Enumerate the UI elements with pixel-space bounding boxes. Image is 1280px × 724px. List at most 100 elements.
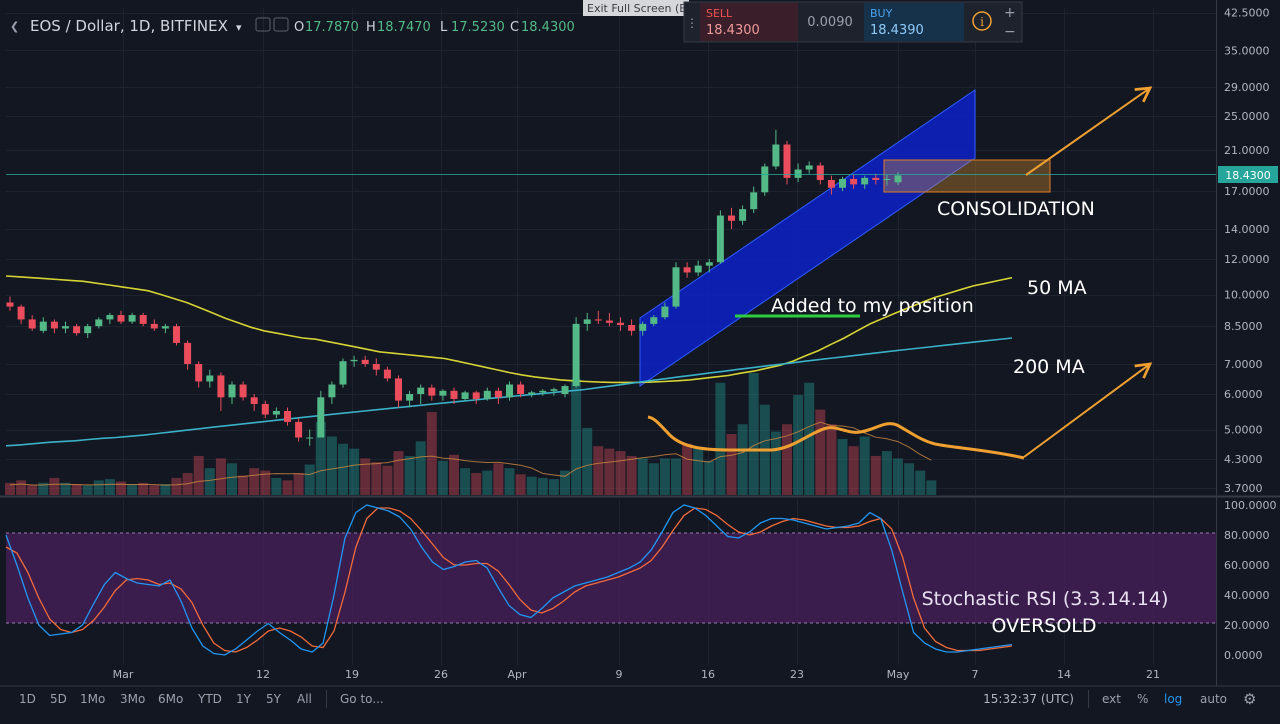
candle[interactable] (450, 387, 458, 405)
candle[interactable] (239, 381, 247, 401)
candle[interactable] (605, 312, 613, 327)
candle[interactable] (128, 312, 136, 324)
candle[interactable] (816, 162, 824, 185)
candle[interactable] (639, 321, 647, 336)
candle[interactable] (106, 312, 114, 324)
candle[interactable] (694, 260, 702, 276)
range-button-5d[interactable]: 5D (50, 692, 67, 706)
candle[interactable] (161, 323, 169, 334)
candle[interactable] (339, 358, 347, 388)
goto-button[interactable]: Go to... (340, 692, 384, 706)
candle[interactable] (794, 163, 802, 183)
candle[interactable] (328, 381, 336, 405)
consolidation-box[interactable] (883, 159, 1051, 193)
candle[interactable] (50, 319, 58, 334)
candle[interactable] (417, 384, 425, 405)
candle[interactable] (95, 317, 103, 329)
candle[interactable] (539, 389, 547, 396)
candle[interactable] (39, 317, 47, 334)
stoch-k-line[interactable] (5, 504, 1013, 656)
buy-button[interactable] (864, 3, 964, 41)
range-button-5y[interactable]: 5Y (266, 692, 282, 706)
range-button-1mo[interactable]: 1Mo (80, 692, 105, 706)
candle[interactable] (395, 375, 402, 408)
minus-button[interactable]: − (1004, 24, 1016, 40)
candle[interactable] (772, 129, 780, 170)
candle[interactable] (28, 315, 36, 331)
candle[interactable] (6, 296, 14, 311)
candle[interactable] (761, 163, 769, 196)
sell-button[interactable] (700, 3, 798, 41)
candle[interactable] (572, 317, 580, 388)
symbol-title[interactable]: EOS / Dollar, 1D, BITFINEX (30, 17, 228, 35)
range-button-1d[interactable]: 1D (19, 692, 36, 706)
candle[interactable] (84, 323, 92, 338)
candle[interactable] (428, 384, 436, 401)
candle[interactable] (139, 312, 147, 327)
exit-fullscreen-tooltip[interactable] (583, 0, 689, 16)
ma50-line[interactable] (5, 275, 1013, 384)
candle[interactable] (783, 140, 791, 185)
candle[interactable] (317, 390, 325, 438)
candle[interactable] (683, 262, 691, 278)
consolidation-arrow[interactable] (1025, 86, 1153, 176)
ascending-channel[interactable] (639, 89, 976, 387)
candle[interactable] (383, 366, 391, 382)
time-axis[interactable]: Mar 12 19 26 Apr 9 16 23 May 7 14 21 (113, 668, 1160, 681)
candle[interactable] (295, 418, 303, 442)
candle[interactable] (661, 302, 669, 320)
candle[interactable] (739, 205, 747, 225)
candle[interactable] (528, 390, 536, 398)
candle[interactable] (728, 207, 735, 229)
stoch-arrow[interactable] (1023, 362, 1153, 458)
candle[interactable] (184, 340, 192, 370)
ext-button[interactable]: ext (1102, 692, 1121, 706)
candle[interactable] (206, 369, 214, 388)
range-button-3mo[interactable]: 3Mo (120, 692, 145, 706)
candle[interactable] (583, 312, 591, 331)
stoch-axis[interactable]: 100.0000 80.0000 60.0000 40.0000 20.0000 0.00… (1224, 499, 1277, 662)
candle[interactable] (861, 175, 869, 189)
percent-button[interactable]: % (1137, 692, 1148, 706)
candle[interactable] (506, 381, 513, 401)
candle[interactable] (62, 321, 69, 334)
candle[interactable] (195, 361, 203, 388)
candle[interactable] (150, 319, 158, 331)
candle[interactable] (650, 315, 658, 327)
log-button[interactable]: log (1164, 692, 1182, 706)
symbol-dropdown-icon[interactable]: ▾ (236, 21, 242, 34)
candle[interactable] (672, 262, 680, 309)
plus-button[interactable]: + (1004, 5, 1016, 21)
candle[interactable] (839, 176, 846, 192)
candle[interactable] (361, 355, 369, 367)
candle[interactable] (483, 387, 491, 401)
candle[interactable] (217, 372, 225, 411)
candle[interactable] (228, 381, 236, 405)
range-button-ytd[interactable]: YTD (197, 692, 222, 706)
candle[interactable] (517, 381, 525, 398)
candle[interactable] (73, 323, 81, 336)
candle[interactable] (17, 304, 25, 324)
candle[interactable] (406, 390, 414, 408)
auto-button[interactable]: auto (1200, 692, 1227, 706)
hide-icon[interactable] (273, 17, 289, 32)
range-button-6mo[interactable]: 6Mo (158, 692, 183, 706)
range-button-all[interactable]: All (297, 692, 312, 706)
candle[interactable] (350, 355, 358, 367)
candle[interactable] (272, 407, 280, 419)
gear-icon[interactable]: ⚙ (1243, 690, 1256, 708)
candle[interactable] (594, 310, 602, 324)
candle[interactable] (472, 390, 480, 405)
candle[interactable] (883, 174, 891, 186)
candle[interactable] (173, 323, 180, 346)
price-pane[interactable] (6, 8, 1216, 495)
info-icon[interactable] (972, 11, 992, 31)
candle[interactable] (550, 387, 558, 396)
candle[interactable] (561, 384, 569, 398)
volume-trend-curve[interactable] (647, 415, 1025, 460)
candle[interactable] (461, 390, 469, 401)
candle[interactable] (372, 358, 380, 376)
candle[interactable] (117, 310, 125, 324)
candle[interactable] (827, 175, 835, 195)
chevron-icon[interactable]: ❮ (10, 20, 19, 33)
